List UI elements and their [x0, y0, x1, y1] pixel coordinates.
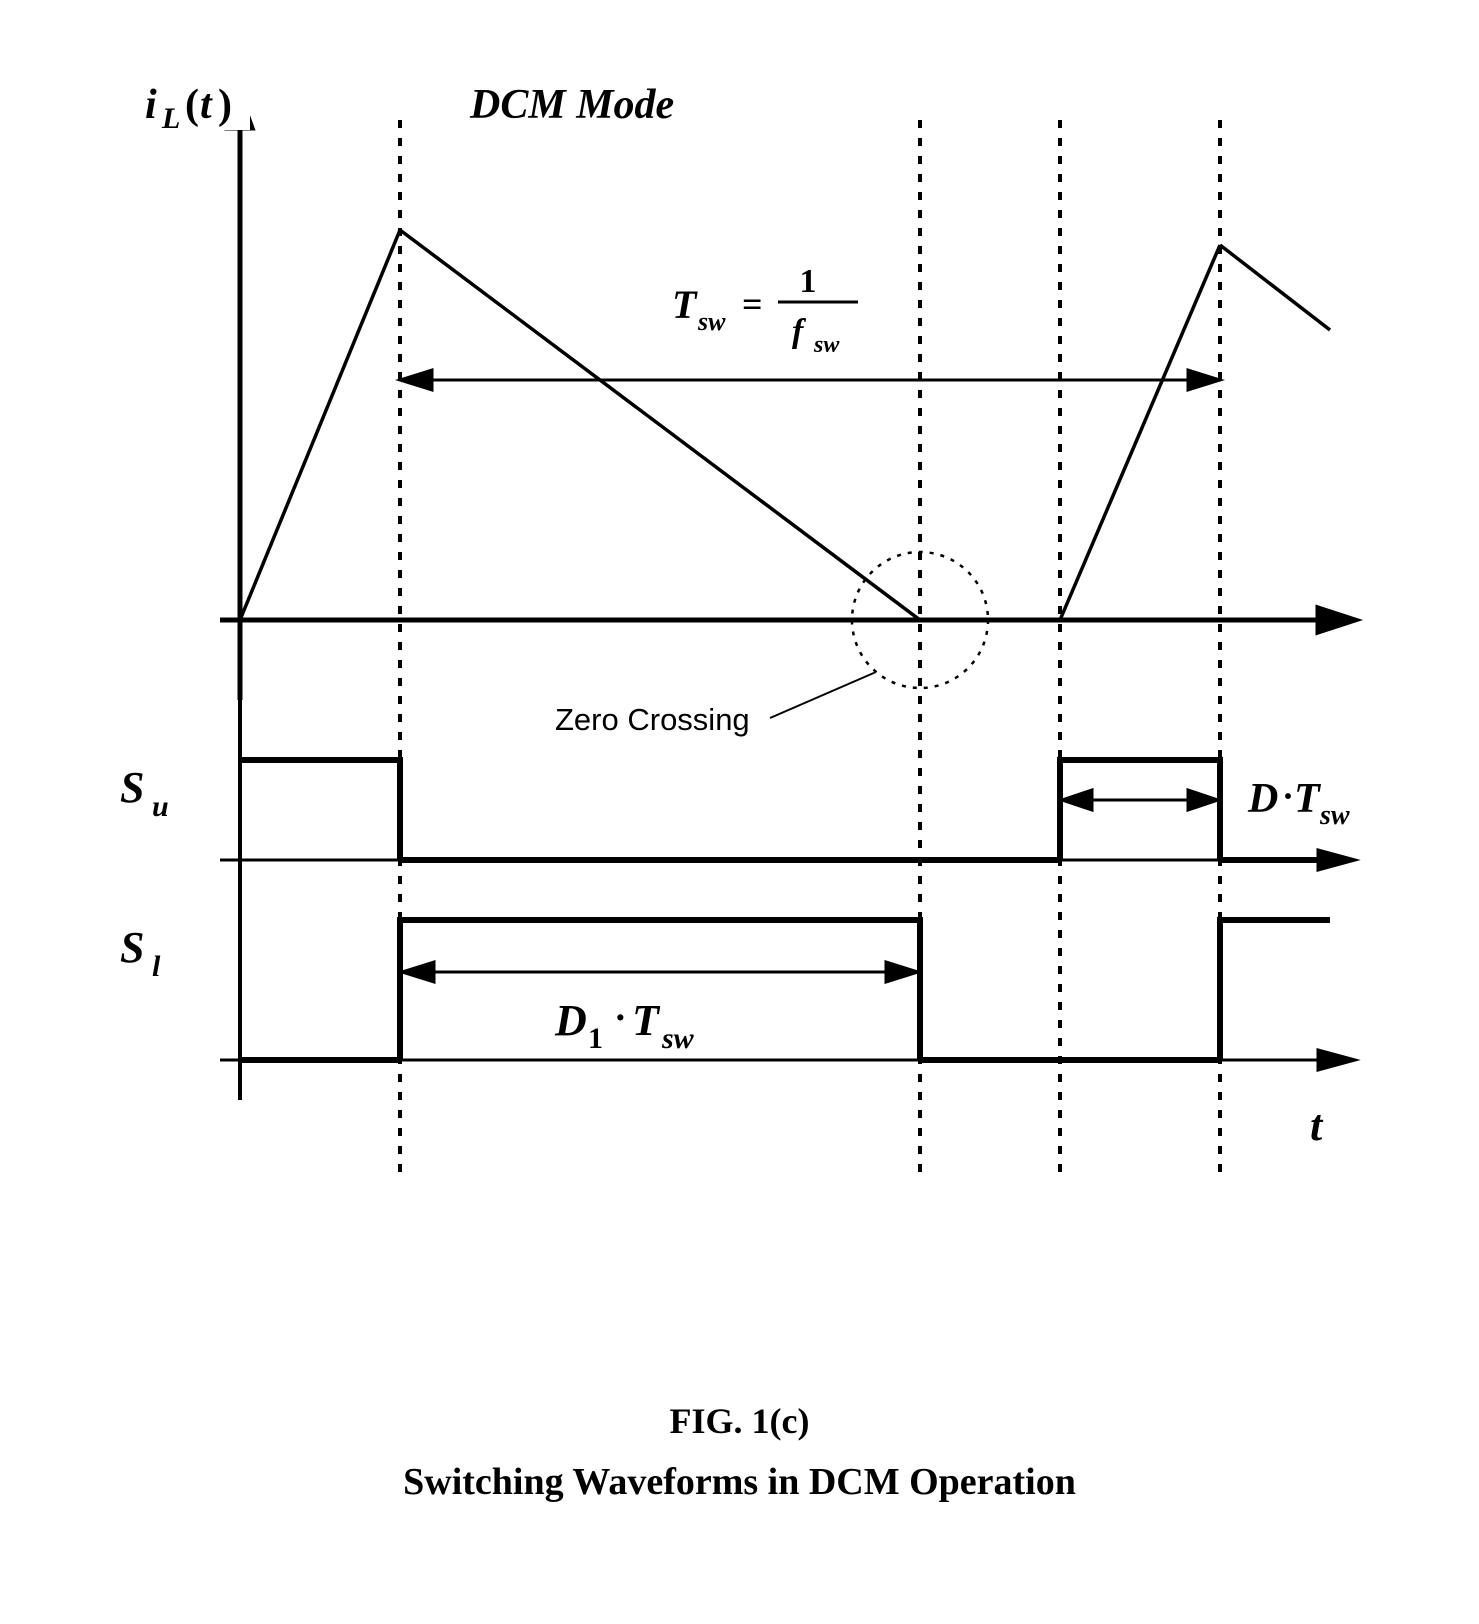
svg-text:1: 1: [800, 263, 817, 300]
svg-text:sw: sw: [813, 332, 840, 358]
svg-text:): ): [218, 82, 232, 128]
svg-text:i: i: [145, 82, 157, 128]
Su-label-S: S: [120, 763, 144, 812]
period-arrow: [400, 370, 1220, 390]
t-axis-label: t: [1310, 1101, 1324, 1150]
svg-text:sw: sw: [1319, 800, 1350, 831]
D1Tsw-arrow: [402, 962, 918, 982]
period-formula: T sw = 1 f sw: [660, 250, 890, 360]
svg-text:sw: sw: [661, 1022, 695, 1055]
svg-text:L: L: [161, 102, 180, 135]
iL-axis-label-styled: i L ( t ): [130, 80, 250, 135]
svg-text:T: T: [632, 996, 661, 1045]
Sl-waveform: [240, 920, 1330, 1060]
Su-waveform: [240, 760, 1330, 860]
figure-title: Switching Waveforms in DCM Operation: [0, 1460, 1479, 1504]
zero-crossing-label: Zero Crossing: [555, 702, 750, 737]
waveform-diagram: i_L(t) i L ( t ) DCM Mode T sw = 1 f sw: [0, 0, 1479, 1300]
Su-label-sub: u: [152, 790, 169, 823]
svg-text:T: T: [1294, 776, 1322, 822]
D1Tsw-label: D 1 · T sw: [540, 990, 740, 1055]
figure-label: FIG. 1(c): [0, 1400, 1479, 1442]
Sl-label-sub: l: [152, 950, 161, 983]
mode-label: DCM Mode: [469, 82, 674, 128]
Sl-label-S: S: [120, 923, 144, 972]
figure-caption: FIG. 1(c) Switching Waveforms in DCM Ope…: [0, 1400, 1479, 1504]
svg-text:D: D: [554, 996, 587, 1045]
figure-page: i_L(t) i L ( t ) DCM Mode T sw = 1 f sw: [0, 0, 1479, 1624]
svg-text:1: 1: [588, 1022, 603, 1055]
svg-text:(: (: [185, 82, 199, 128]
svg-text:·: ·: [614, 997, 627, 1039]
iL-axes: [220, 95, 1355, 700]
svg-text:T: T: [672, 282, 698, 327]
svg-text:·: ·: [1282, 776, 1294, 816]
DTsw-arrow: [1062, 790, 1218, 810]
svg-text:D: D: [1247, 776, 1278, 822]
svg-text:t: t: [200, 82, 213, 128]
svg-text:=: =: [742, 284, 763, 324]
svg-text:sw: sw: [697, 307, 726, 336]
DTsw-label: D · T sw: [1247, 776, 1350, 831]
zero-crossing-leader: [770, 672, 876, 718]
